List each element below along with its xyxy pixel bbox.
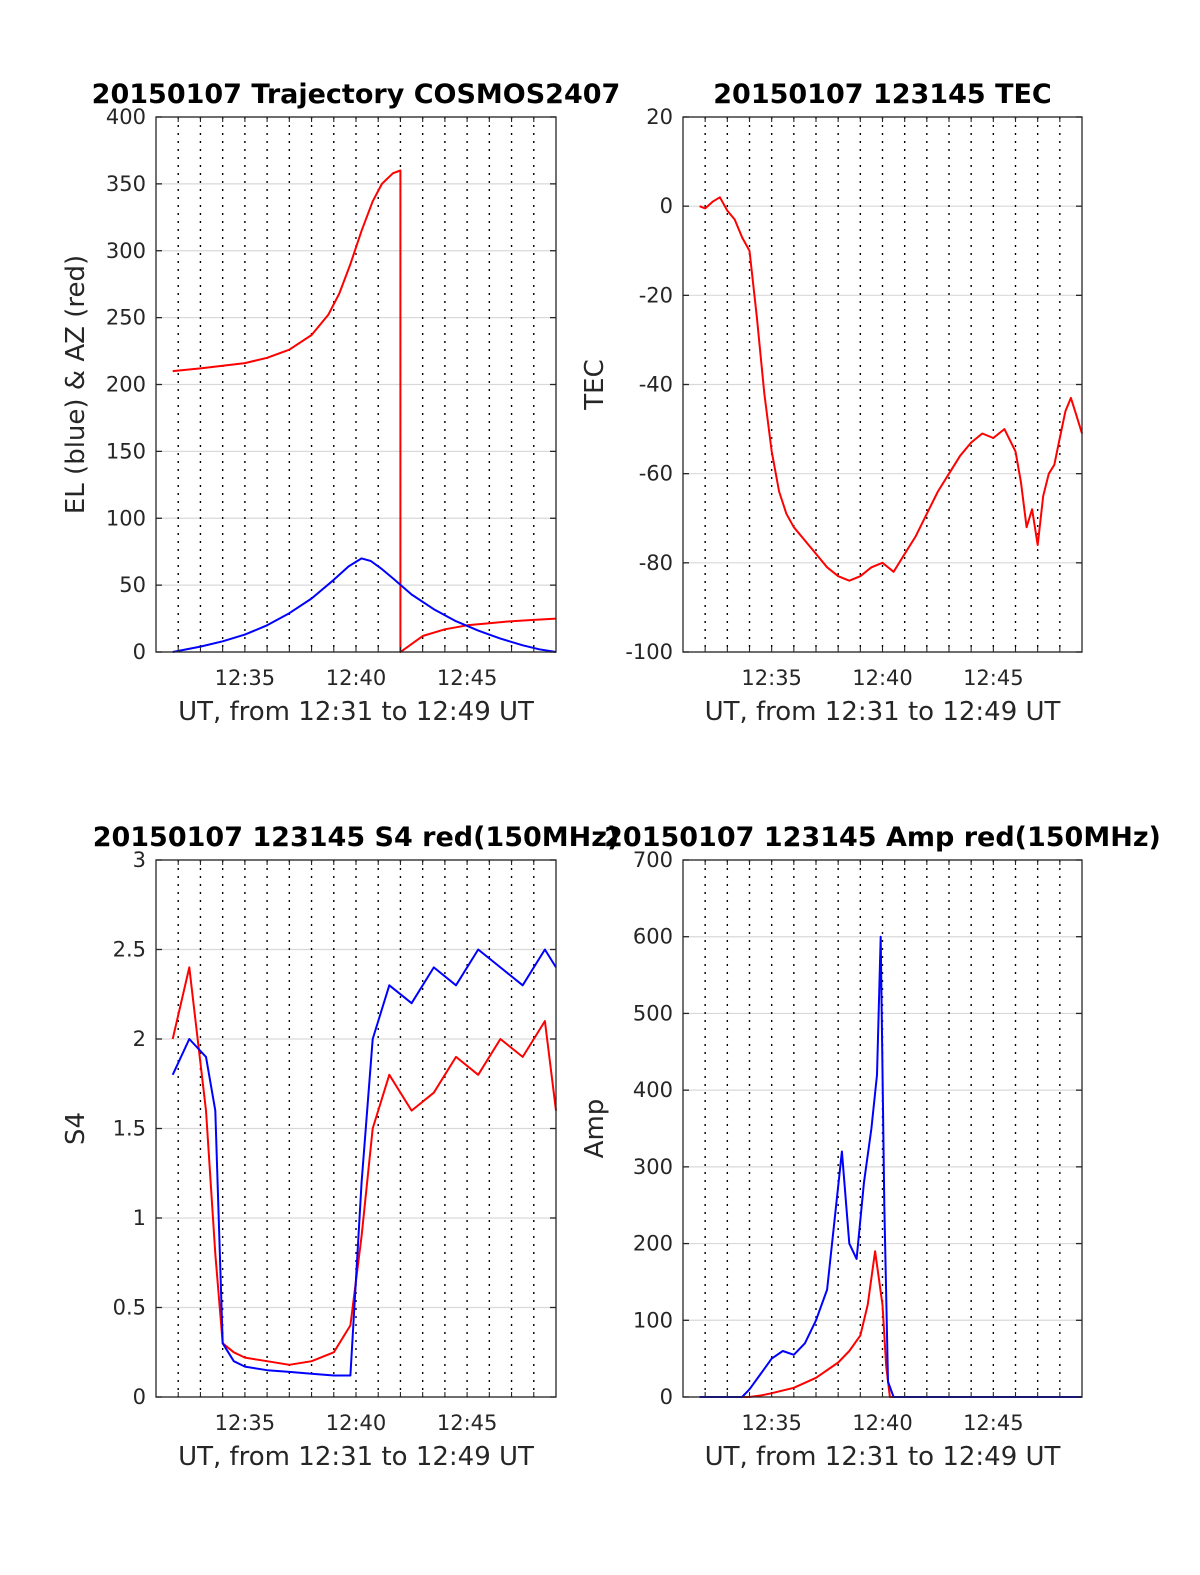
y-tick-label: 300: [106, 239, 146, 263]
y-axis-label: TEC: [580, 359, 610, 410]
x-tick-label: 12:35: [741, 1411, 802, 1435]
y-tick-label: 200: [633, 1232, 673, 1256]
x-axis-label: UT, from 12:31 to 12:49 UT: [178, 1442, 534, 1472]
x-tick-label: 12:35: [215, 666, 276, 690]
y-tick-label: 200: [106, 373, 146, 397]
x-grid: [177, 117, 535, 652]
y-tick-label: 150: [106, 439, 146, 463]
x-tick-label: 12:45: [963, 1411, 1024, 1435]
y-tick-label: 2.5: [113, 938, 146, 962]
y-tick-label: 400: [106, 105, 146, 129]
y-tick-label: -40: [639, 373, 673, 397]
y-tick-label: 1: [133, 1206, 146, 1230]
y-tick-label: 500: [633, 1001, 673, 1025]
y-tick-label: 0: [660, 194, 673, 218]
y-tick-label: 400: [633, 1078, 673, 1102]
panel-amp: 0 100 200 300 400 500 600 700 12:35 12:40 12:45 201…: [580, 822, 1161, 1472]
x-grid: [704, 117, 1061, 652]
chart-title: 20150107 123145 Amp red(150MHz): [604, 822, 1161, 853]
x-axis-label: UT, from 12:31 to 12:49 UT: [705, 1442, 1061, 1472]
series-red-line: [172, 169, 557, 653]
panel-trajectory: 0 50 100 150 200 250 300 350 400 12:35 12:40 12:45 2…: [61, 79, 620, 727]
y-tick-label: 3: [133, 848, 146, 872]
series-blue-line: [699, 935, 1082, 1398]
x-tick-label: 12:45: [963, 666, 1024, 690]
chart-title: 20150107 Trajectory COSMOS2407: [92, 79, 621, 110]
chart-title: 20150107 123145 S4 red(150MHz): [93, 822, 620, 853]
y-tick-label: -80: [639, 551, 673, 575]
x-axis-label: UT, from 12:31 to 12:49 UT: [705, 697, 1061, 727]
x-tick-label: 12:40: [326, 1411, 387, 1435]
y-tick-label: 250: [106, 306, 146, 330]
chart-title: 20150107 123145 TEC: [713, 79, 1052, 110]
x-tick-label: 12:35: [741, 666, 802, 690]
y-tick-label: 2: [133, 1027, 146, 1051]
y-tick-label: 0.5: [113, 1296, 146, 1320]
y-axis-label: EL (blue) & AZ (red): [61, 255, 91, 514]
panel-tec: -100 -80 -60 -40 -20 0 20 12:35 12:40 12:45 201501…: [580, 79, 1083, 727]
x-tick-label: 12:45: [437, 666, 498, 690]
y-axis-label: S4: [61, 1112, 91, 1145]
y-tick-label: 20: [646, 105, 673, 129]
y-tick-label: 0: [660, 1385, 673, 1409]
x-tick-label: 12:40: [326, 666, 387, 690]
series-blue-line: [172, 557, 557, 653]
series-blue-line: [171, 948, 557, 1377]
y-tick-label: -20: [639, 283, 673, 307]
y-tick-label: 50: [119, 573, 146, 597]
y-tick-label: -100: [625, 640, 673, 664]
y-tick-label: 100: [106, 506, 146, 530]
x-tick-label: 12:45: [437, 1411, 498, 1435]
x-tick-label: 12:40: [852, 666, 913, 690]
y-tick-label: 600: [633, 925, 673, 949]
y-tick-label: 350: [106, 172, 146, 196]
y-tick-label: 1.5: [113, 1117, 146, 1141]
y-tick-label: -60: [639, 462, 673, 486]
panel-s4: 0 0.5 1 1.5 2 2.5 3 12:35 12:40 12:45 20150107 123…: [61, 822, 619, 1472]
y-axis-label: Amp: [580, 1099, 610, 1159]
y-tick-label: 700: [633, 848, 673, 872]
y-tick-label: 0: [133, 640, 146, 664]
y-tick-label: 300: [633, 1155, 673, 1179]
x-tick-label: 12:35: [215, 1411, 276, 1435]
series-red-line: [171, 966, 557, 1366]
x-axis-label: UT, from 12:31 to 12:49 UT: [178, 697, 534, 727]
series-red-line: [699, 196, 1083, 582]
y-tick-label: 0: [133, 1385, 146, 1409]
x-grid: [177, 860, 535, 1397]
y-tick-label: 100: [633, 1308, 673, 1332]
x-grid: [704, 860, 1061, 1397]
x-tick-label: 12:40: [852, 1411, 913, 1435]
